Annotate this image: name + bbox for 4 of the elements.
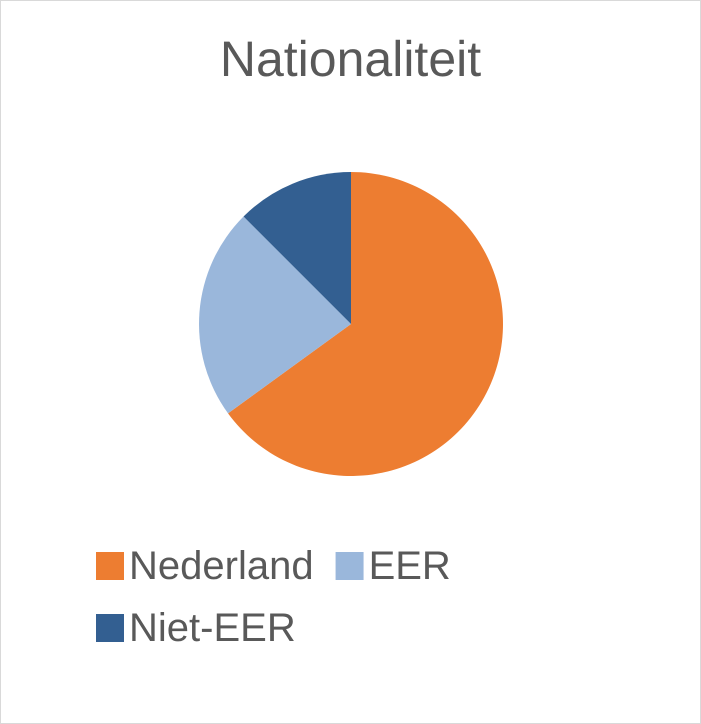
chart-title: Nationaliteit: [220, 31, 482, 87]
legend-label: Niet-EER: [129, 606, 296, 650]
legend-label: EER: [368, 544, 451, 588]
legend-label: Nederland: [129, 544, 314, 588]
